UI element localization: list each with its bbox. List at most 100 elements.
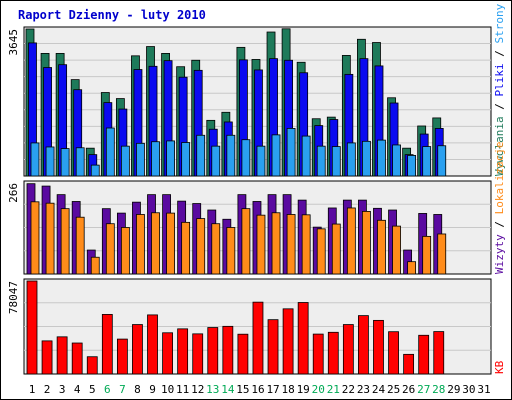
bar-kb-day-27 [418, 334, 430, 375]
bar-strony-day-18 [286, 128, 296, 177]
bar-lokalizacje-day-23 [362, 210, 371, 275]
bar-strony-day-8 [136, 142, 145, 177]
bar-kb-day-13 [207, 327, 219, 375]
legend-item-strony: Strony [493, 3, 506, 43]
legend-item-wywo-ania: Wywołania [493, 116, 506, 176]
bar-kb-day-7 [116, 338, 128, 375]
bar-strony-day-2 [45, 146, 55, 177]
bar-lokalizacje-day-2 [45, 202, 55, 275]
legend-separator: / [493, 97, 506, 117]
chart-panels: 3645 266 78047 [7, 26, 492, 375]
bar-strony-day-26 [407, 155, 417, 177]
x-label-day-8: 8 [134, 383, 141, 396]
bar-kb-day-3 [56, 336, 68, 375]
x-label-day-12: 12 [191, 383, 204, 396]
bar-strony-day-19 [301, 135, 311, 177]
bar-strony-day-14 [226, 134, 236, 177]
x-label-day-7: 7 [119, 383, 126, 396]
bar-kb-day-6 [101, 314, 113, 375]
bar-strony-day-7 [120, 145, 130, 177]
bar-lokalizacje-day-13 [211, 223, 221, 275]
bar-lokalizacje-day-9 [151, 212, 160, 275]
bar-strony-day-13 [211, 145, 221, 177]
bar-strony-day-24 [377, 139, 386, 177]
bar-kb-day-1 [26, 280, 38, 375]
bar-strony-day-20 [316, 145, 326, 177]
x-label-day-27: 27 [417, 383, 430, 396]
bar-lokalizacje-day-22 [346, 207, 356, 275]
bar-kb-day-4 [71, 342, 83, 375]
bar-kb-day-25 [388, 331, 399, 375]
bar-kb-day-14 [222, 325, 234, 375]
bar-lokalizacje-day-14 [226, 227, 236, 275]
bar-strony-day-11 [181, 142, 191, 177]
bar-strony-day-15 [241, 139, 251, 177]
bar-lokalizacje-day-16 [256, 214, 266, 275]
bar-kb-day-22 [342, 324, 354, 375]
x-label-day-24: 24 [372, 383, 386, 396]
bar-strony-day-17 [271, 134, 281, 177]
x-label-day-26: 26 [402, 383, 415, 396]
bar-lokalizacje-day-19 [301, 214, 311, 275]
bar-lokalizacje-day-6 [105, 223, 115, 275]
x-label-day-1: 1 [29, 383, 36, 396]
bar-kb-day-15 [237, 333, 249, 375]
legend-column: Wizyty / Lokalizacje [493, 142, 506, 274]
bar-strony-day-27 [422, 146, 432, 177]
legend-column: KB [493, 360, 506, 374]
bar-lokalizacje-day-20 [316, 228, 326, 275]
x-label-day-16: 16 [251, 383, 264, 396]
x-label-day-25: 25 [387, 383, 400, 396]
bar-lokalizacje-day-28 [437, 233, 447, 275]
bar-kb-day-18 [282, 308, 294, 375]
legend-column: Wywołania / Pliki / Strony [493, 3, 506, 176]
x-label-day-6: 6 [104, 383, 111, 396]
bar-strony-day-21 [331, 146, 341, 177]
bar-lokalizacje-day-24 [377, 219, 386, 275]
x-label-day-15: 15 [236, 383, 249, 396]
bar-lokalizacje-day-25 [392, 225, 401, 275]
bar-strony-day-28 [437, 145, 447, 177]
x-axis-labels: 1 2 3 4 5 6 7 8 9 10 11 12 13 14 15 16 17 18 19 20 21 22 23 24 2… [29, 383, 491, 396]
x-label-day-21: 21 [327, 383, 340, 396]
bar-kb-day-20 [312, 333, 324, 375]
legend-item-kb: KB [493, 360, 506, 374]
bar-kb-day-10 [162, 332, 173, 375]
x-label-day-4: 4 [74, 383, 81, 396]
x-label-day-14: 14 [221, 383, 235, 396]
x-label-day-22: 22 [342, 383, 355, 396]
bar-lokalizacje-day-12 [196, 218, 206, 275]
bar-kb-day-2 [41, 340, 53, 375]
bar-lokalizacje-day-5 [90, 256, 100, 275]
bar-kb-day-26 [403, 353, 415, 375]
panel-visits-sites: 266 [7, 180, 492, 275]
x-label-day-28: 28 [432, 383, 445, 396]
bar-strony-day-3 [60, 148, 70, 177]
bar-lokalizacje-day-4 [75, 216, 85, 275]
bar-kb-day-11 [177, 328, 189, 375]
bar-lokalizacje-day-18 [286, 214, 296, 275]
x-label-day-3: 3 [59, 383, 66, 396]
x-label-day-2: 2 [44, 383, 51, 396]
bar-strony-day-9 [151, 141, 160, 177]
bar-strony-day-16 [256, 145, 266, 177]
bar-lokalizacje-day-15 [241, 208, 251, 275]
y-max-label: 266 [7, 183, 20, 203]
legend-item-lokalizacje: Lokalizacje [493, 142, 506, 215]
x-label-day-30: 30 [462, 383, 475, 396]
bar-lokalizacje-day-8 [136, 214, 145, 275]
bar-lokalizacje-day-1 [30, 201, 40, 275]
x-label-day-31: 31 [477, 383, 490, 396]
bar-lokalizacje-day-11 [181, 221, 191, 275]
bar-strony-day-6 [105, 127, 115, 177]
legend-item-pliki: Pliki [493, 63, 506, 96]
bar-kb-day-17 [267, 319, 279, 375]
bar-strony-day-5 [90, 164, 100, 177]
x-label-day-9: 9 [149, 383, 156, 396]
bar-lokalizacje-day-10 [166, 212, 175, 275]
x-label-day-23: 23 [357, 383, 370, 396]
y-max-label: 78047 [7, 281, 20, 314]
chart-title: Raport Dzienny - luty 2010 [18, 8, 206, 22]
